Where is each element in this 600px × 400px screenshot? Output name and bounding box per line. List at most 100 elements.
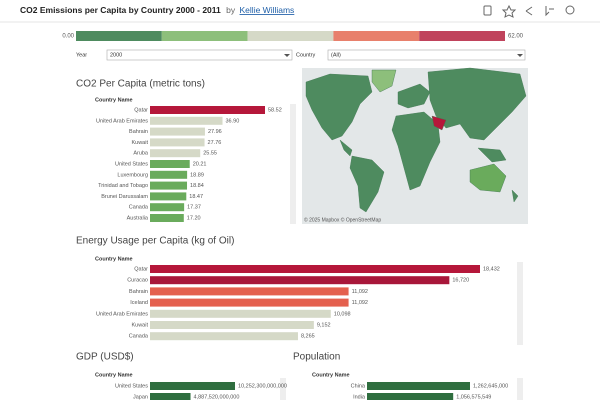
star-icon[interactable] [501,4,517,18]
dropdown-value[interactable]: (All) [331,52,341,58]
row-label: Qatar [134,266,148,272]
dropdown-arrow[interactable] [284,54,290,57]
row-label: United Arab Emirates [96,311,148,317]
row-label: Japan [133,394,148,400]
row-label: Kuwait [131,322,148,328]
bar [150,332,298,341]
bar [150,192,187,201]
dropdown[interactable] [327,49,526,61]
bar [150,160,190,168]
filter-label: Country [296,52,316,58]
chart-title: Population [293,352,340,363]
bar [150,382,235,390]
bar [367,382,470,390]
row-label: Qatar [134,107,148,113]
by-text: by [226,5,236,15]
land [339,139,353,157]
value-label: 11,092 [352,300,368,306]
land [511,189,519,203]
legend-swatch [76,31,162,41]
land [397,83,431,109]
legend-swatch [333,31,420,41]
legend-min: 0.00 [62,34,74,40]
title: CO2 Emissions per Capita by Country 2000… [20,5,294,15]
value-label: 1,262,645,000 [473,383,508,389]
bar [150,149,201,158]
bar [150,116,223,125]
toolbar [483,4,575,18]
value-label: 18.84 [190,183,204,189]
scrollbar[interactable] [290,104,296,224]
row-label: Aruba [133,151,149,157]
value-label: 9,152 [317,322,331,328]
legend-swatch [419,31,505,41]
row-label: United States [115,161,148,167]
scrollbar[interactable] [517,262,523,345]
value-label: 58.52 [268,107,282,113]
bar [367,393,454,400]
title-text: CO2 Emissions per Capita by Country 2000… [20,5,221,15]
copy-icon[interactable] [483,5,492,16]
bar [150,214,184,222]
column-header: Country Name [95,97,133,103]
value-label: 20.21 [193,161,207,167]
user-icon[interactable] [565,5,575,15]
color-legend: 0.00 62.00 [62,31,524,41]
land [371,69,397,93]
row-label: Australia [127,215,149,221]
value-label: 18.47 [189,194,203,200]
legend-max: 62.00 [508,34,524,40]
value-label: 27.76 [208,140,222,146]
row-label: Trinidad and Tobago [98,183,148,189]
bar [150,138,205,147]
dropdown-value[interactable]: 2000 [110,52,122,58]
scrollbar[interactable] [280,378,286,400]
row-label: Iceland [130,300,148,306]
map-attribution: © 2025 Mapbox © OpenStreetMap [304,216,381,223]
value-label: 36.90 [226,118,240,124]
bar [150,203,185,212]
bar [150,181,188,190]
land [477,147,507,163]
map: © 2025 Mapbox © OpenStreetMap [302,67,528,224]
value-label: 16,720 [452,278,469,284]
value-label: 8,265 [301,334,315,340]
bar [150,287,349,296]
share-icon[interactable] [525,6,533,16]
row-label: Bahrain [129,129,148,135]
charts: CO2 Per Capita (metric tons) Country Name… [76,79,523,400]
value-label: 10,252,300,000,000 [238,383,287,389]
legend-swatch [247,31,334,41]
row-label: Kuwait [131,140,148,146]
row-label: United Arab Emirates [96,118,148,124]
legend-swatch [161,31,248,41]
column-header: Country Name [95,256,133,262]
bar [150,393,191,400]
value-label: 18.89 [190,172,204,178]
dropdown-arrow[interactable] [517,54,523,57]
bar [150,265,480,273]
download-icon[interactable] [545,6,554,17]
row-label: Luxembourg [117,172,148,178]
value-label: 11,092 [352,289,368,295]
land [431,115,447,131]
bar [150,170,188,179]
bar [150,298,349,307]
land [427,67,527,141]
bar [150,276,450,285]
author-link[interactable]: Kellie Williams [240,5,295,15]
scrollbar[interactable] [517,378,523,400]
value-label: 4,887,520,000,000 [194,394,240,400]
row-label: Curacao [127,278,148,284]
row-label: China [351,383,366,389]
land [305,73,373,141]
value-label: 25.55 [203,151,217,157]
land [469,163,507,193]
value-label: 17.37 [187,205,201,211]
bar [150,321,314,329]
row-label: Bahrain [129,289,148,295]
chart-title: Energy Usage per Capita (kg of Oil) [76,236,234,247]
dropdown[interactable] [106,49,293,61]
